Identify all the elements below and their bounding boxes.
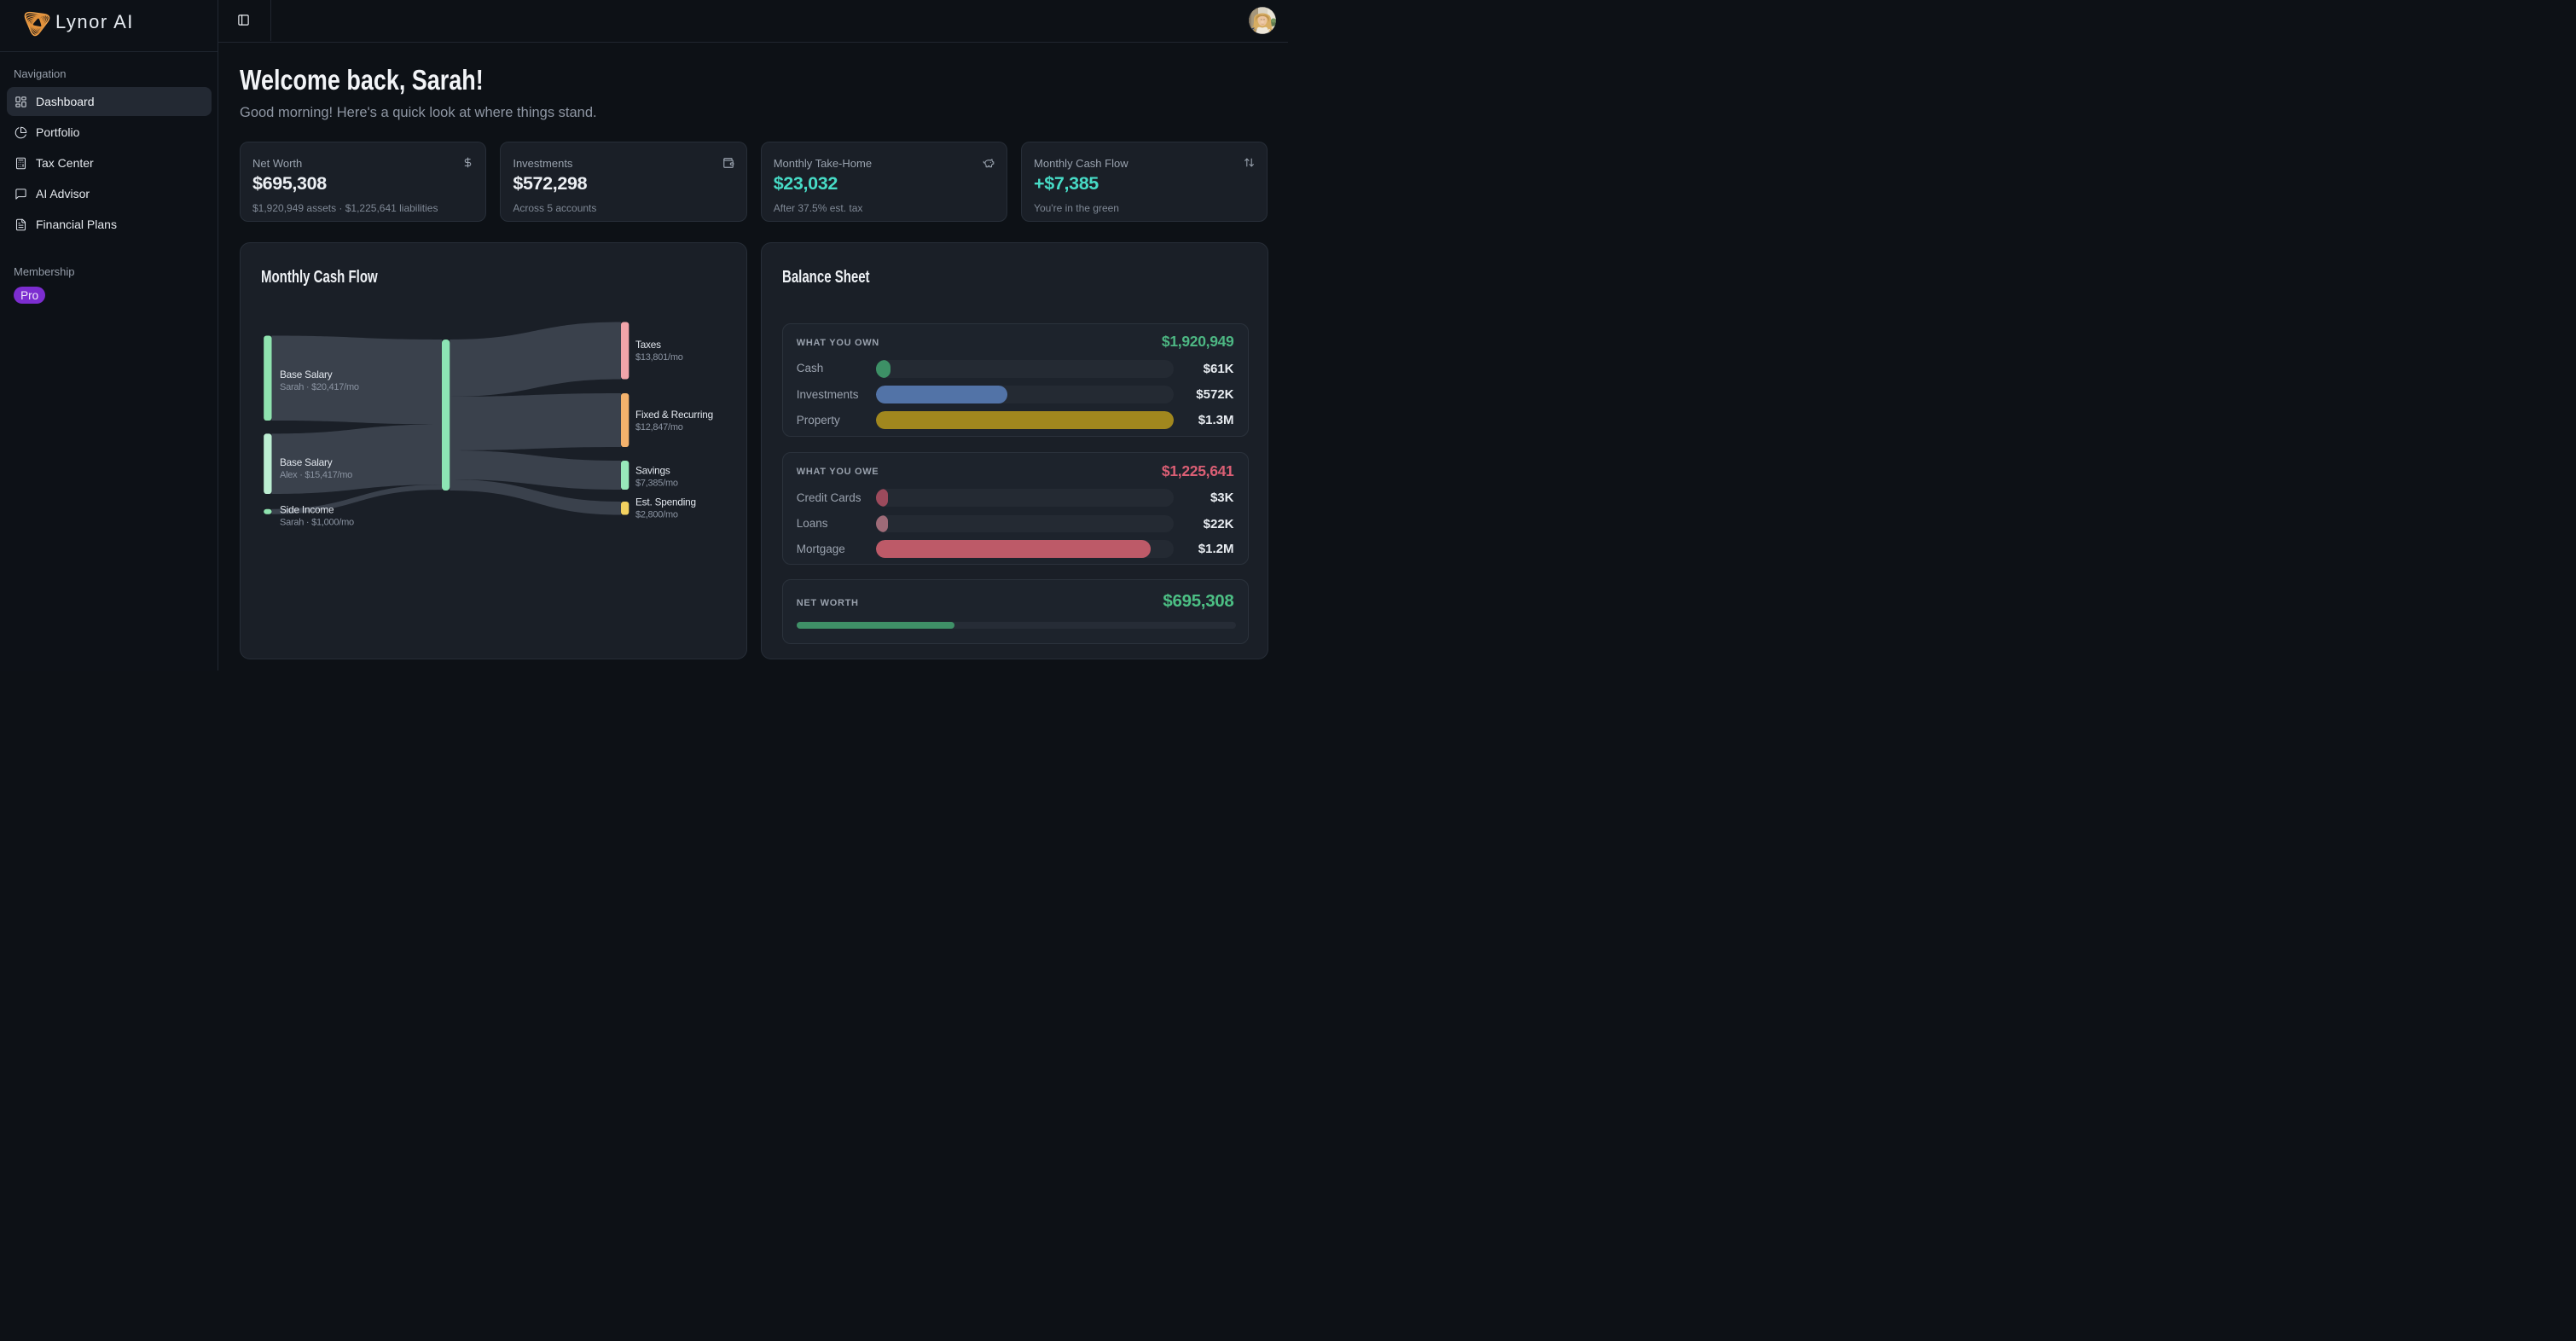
svg-text:Est. Spending: Est. Spending [635,496,696,508]
svg-text:Sarah · $20,417/mo: Sarah · $20,417/mo [280,382,359,392]
svg-text:$7,385/mo: $7,385/mo [635,479,678,489]
svg-text:Savings: Savings [635,465,670,477]
svg-text:Alex · $15,417/mo: Alex · $15,417/mo [280,470,352,480]
svg-text:Fixed & Recurring: Fixed & Recurring [635,409,713,421]
svg-text:Sarah · $1,000/mo: Sarah · $1,000/mo [280,518,354,528]
svg-text:Side Income: Side Income [280,503,334,515]
svg-text:$2,800/mo: $2,800/mo [635,509,678,520]
svg-text:Base Salary: Base Salary [280,369,333,380]
svg-text:Base Salary: Base Salary [280,456,333,468]
svg-text:$13,801/mo: $13,801/mo [635,352,683,363]
svg-text:Taxes: Taxes [635,339,661,351]
svg-text:$12,847/mo: $12,847/mo [635,422,683,432]
